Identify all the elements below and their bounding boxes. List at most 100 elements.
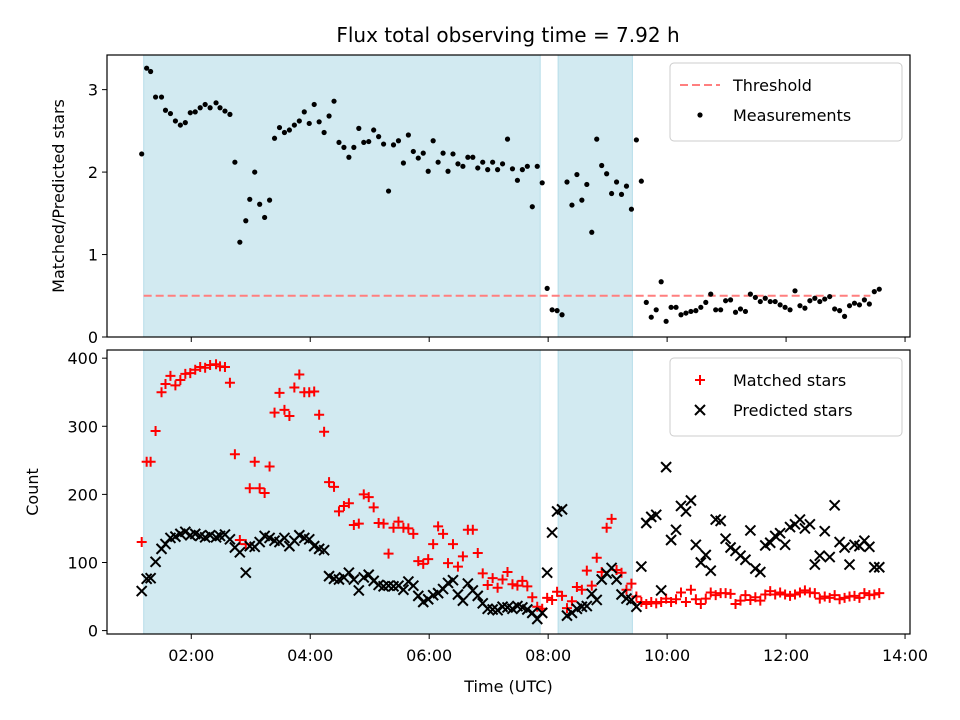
- measurement-point: [281, 129, 288, 136]
- measurement-point: [579, 197, 585, 203]
- predicted-star-point: [873, 561, 885, 573]
- measurement-point: [222, 108, 228, 114]
- measurement-point: [569, 202, 575, 208]
- matched-star-point: [557, 590, 568, 601]
- matched-star-point: [725, 588, 736, 599]
- matched-star-point: [294, 369, 305, 380]
- predicted-star-point: [140, 573, 153, 585]
- matched-star-point: [224, 377, 235, 388]
- measurement-point: [599, 162, 605, 169]
- matched-star-point: [646, 596, 657, 607]
- count-panel: 0 100 200 300 400 02:00 04:00 06:00 08:00 10:00 12…: [23, 349, 928, 696]
- measurement-point: [693, 308, 699, 314]
- measurement-point: [430, 138, 436, 144]
- legend-label: Measurements: [733, 106, 851, 125]
- measurement-point: [643, 299, 649, 305]
- matched-star-point: [165, 370, 176, 381]
- measurement-point: [494, 167, 501, 173]
- measurement-point: [871, 289, 877, 295]
- predicted-star-point: [278, 532, 291, 544]
- measurement-point: [410, 148, 416, 155]
- matched-star-point: [606, 513, 617, 524]
- predicted-star-point: [685, 494, 697, 507]
- predicted-star-point: [794, 513, 806, 526]
- measurement-point: [475, 165, 481, 171]
- measurement-point: [628, 206, 635, 212]
- matched-star-point: [814, 593, 825, 604]
- predicted-star-point: [353, 584, 365, 597]
- matched-star-point: [859, 588, 870, 599]
- predicted-star-point: [749, 562, 762, 575]
- measurement-point: [336, 139, 342, 146]
- predicted-star-point: [809, 558, 821, 571]
- measurement-point: [207, 105, 213, 111]
- measurement-point: [708, 291, 714, 297]
- matched-star-point: [532, 601, 543, 612]
- measurement-point: [139, 151, 145, 157]
- measurement-point: [202, 101, 208, 108]
- matched-star-point: [755, 595, 766, 606]
- matched-star-point: [631, 591, 642, 602]
- measurement-point: [326, 113, 332, 119]
- measurement-point: [827, 293, 833, 300]
- matched-star-point: [264, 461, 275, 472]
- matched-star-point: [591, 552, 602, 563]
- matched-star-point: [319, 426, 330, 437]
- matched-star-point: [324, 477, 335, 488]
- measurement-point: [802, 305, 808, 311]
- measurement-point: [594, 136, 600, 142]
- matched-star-point: [576, 584, 587, 595]
- matched-star-point: [452, 561, 463, 572]
- matched-star-point: [794, 587, 805, 598]
- matched-star-point: [497, 574, 508, 585]
- measurement-point: [167, 110, 174, 117]
- matched-star-point: [790, 589, 801, 600]
- measurement-point: [866, 301, 872, 307]
- matched-star-point: [685, 584, 696, 595]
- matched-star-point: [368, 502, 379, 513]
- measurement-point: [554, 308, 560, 314]
- matched-star-point: [160, 379, 171, 390]
- matched-star-point: [433, 521, 444, 532]
- measurement-point: [623, 183, 630, 189]
- predicted-star-point: [556, 503, 568, 516]
- measurement-point: [812, 295, 818, 301]
- matched-star-point: [834, 594, 845, 605]
- measurement-point: [777, 302, 783, 308]
- matched-star-point: [487, 573, 498, 584]
- measurement-point: [182, 120, 188, 126]
- measurement-point: [604, 171, 610, 177]
- matched-star-point: [249, 456, 260, 467]
- predicted-star-point: [868, 561, 881, 573]
- measurement-point: [584, 181, 590, 188]
- matched-star-point: [329, 481, 340, 492]
- measurement-point: [247, 196, 253, 202]
- predicted-star-point: [348, 573, 360, 586]
- predicted-star-point: [823, 551, 836, 563]
- measurement-point: [876, 286, 882, 292]
- predicted-star-point: [700, 549, 712, 561]
- measurement-point: [435, 159, 441, 165]
- matched-star-point: [482, 579, 493, 590]
- matched-star-point: [690, 594, 701, 605]
- measurement-point: [490, 159, 496, 165]
- matched-star-point: [854, 592, 865, 603]
- x-tick-label: 06:00: [406, 646, 452, 665]
- predicted-star-point: [705, 564, 717, 577]
- measurement-point: [727, 297, 734, 303]
- measurement-point: [366, 138, 372, 145]
- matched-star-point: [447, 539, 458, 550]
- matched-star-point: [651, 598, 662, 609]
- measurement-point: [480, 159, 486, 165]
- measurement-point: [243, 218, 249, 224]
- measurement-point: [832, 306, 838, 312]
- measurement-point: [213, 100, 219, 106]
- measurement-point: [653, 307, 659, 313]
- measurement-point: [356, 125, 362, 131]
- predicted-star-point: [754, 566, 767, 578]
- measurement-point: [504, 136, 511, 142]
- matched-star-point: [547, 594, 558, 605]
- measurement-point: [400, 160, 407, 166]
- predicted-star-point: [690, 539, 702, 551]
- matched-star-point: [680, 596, 691, 607]
